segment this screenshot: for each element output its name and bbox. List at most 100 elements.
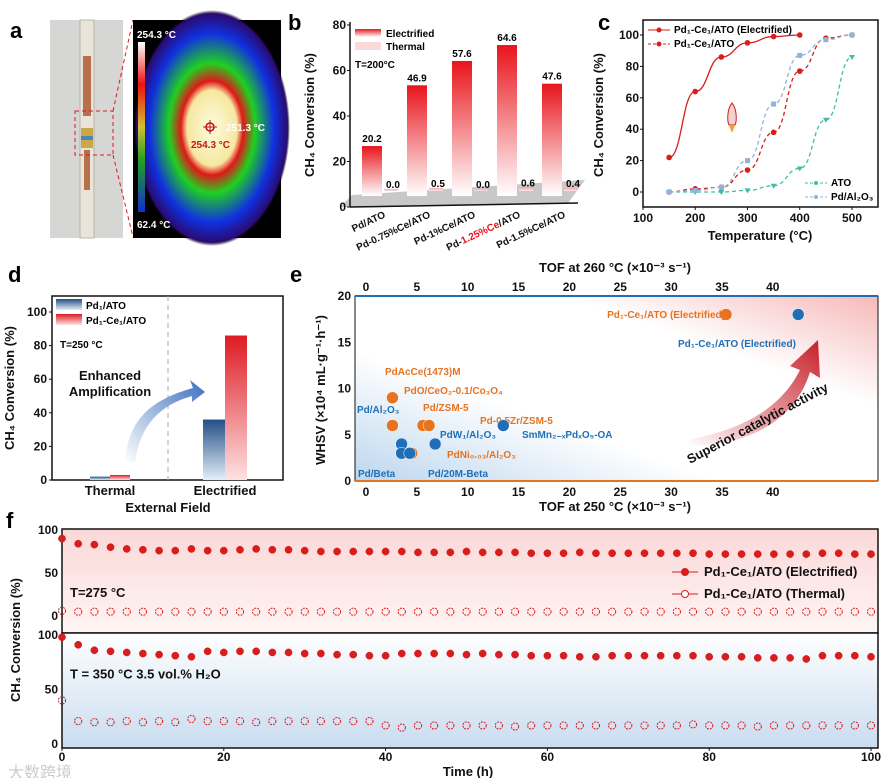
data-point-thermal <box>656 607 665 616</box>
data-point <box>497 419 510 432</box>
data-point <box>770 183 777 189</box>
data-point-thermal <box>786 607 795 616</box>
colorbar-min-label: 62.4 °C <box>137 220 170 231</box>
data-point-thermal <box>219 717 228 726</box>
data-point <box>422 419 436 432</box>
data-point-thermal <box>57 606 67 615</box>
data-point-electrified <box>802 550 811 558</box>
data-label-thermal: 0.0 <box>386 180 400 191</box>
panel-label-d: d <box>8 262 21 287</box>
data-point-electrified <box>155 546 163 555</box>
data-point-thermal <box>90 607 99 616</box>
data-point <box>386 391 399 404</box>
top-x-tick-label: 25 <box>614 280 628 294</box>
chart-f: 0 50 100 T=275 °C 0 50 100 T = 350 °C 3.5 vol.%… <box>8 523 881 778</box>
data-point-electrified <box>818 651 827 660</box>
data-point <box>797 52 803 58</box>
legend-swatch <box>56 314 82 325</box>
data-point-thermal <box>268 607 277 616</box>
data-point-thermal <box>802 721 811 730</box>
data-point-thermal <box>430 721 439 730</box>
data-point-thermal <box>300 607 309 616</box>
bottom-x-tick-label: 20 <box>563 485 577 499</box>
data-point-electrified <box>252 647 261 656</box>
data-point <box>796 68 803 74</box>
data-point-electrified <box>834 651 843 660</box>
data-point-thermal <box>753 722 762 731</box>
y-tick-label: 60 <box>34 372 48 386</box>
data-point-electrified <box>74 640 83 649</box>
data-point-electrified <box>171 651 180 660</box>
y-tick-label: 100 <box>38 628 58 642</box>
category-label-part: /ATO <box>497 210 523 230</box>
data-point-electrified <box>58 534 66 543</box>
data-point-electrified <box>203 647 212 656</box>
bar-electrified <box>497 45 517 196</box>
data-point-thermal <box>462 607 471 616</box>
data-point-electrified <box>300 546 309 555</box>
data-point-thermal <box>284 607 293 616</box>
data-point-thermal <box>252 607 261 616</box>
data-point-electrified <box>495 650 503 659</box>
data-point-electrified <box>705 550 714 558</box>
data-point <box>745 158 750 164</box>
y-tick-label: 20 <box>626 154 640 168</box>
data-point-electrified <box>770 550 778 558</box>
data-point-electrified <box>122 545 131 553</box>
data-point-electrified <box>608 651 616 660</box>
data-point-electrified <box>559 651 568 660</box>
data-point <box>666 189 672 195</box>
point-label: Pd/Al₂O₃ <box>357 405 400 416</box>
data-label-electrified: 47.6 <box>542 72 562 83</box>
data-point-electrified <box>559 549 568 558</box>
data-point-electrified <box>689 549 697 558</box>
data-point-thermal <box>575 607 584 616</box>
data-point-electrified <box>430 649 438 658</box>
data-point-thermal <box>203 607 212 616</box>
data-point-electrified <box>268 648 277 657</box>
data-point-thermal <box>591 721 601 730</box>
bar-thermal <box>384 189 398 191</box>
temperature-annotation: T=200°C <box>355 60 395 71</box>
data-point-thermal <box>494 607 503 616</box>
data-point-thermal <box>203 717 212 726</box>
data-point-electrified <box>139 545 147 554</box>
data-point-thermal <box>446 607 455 616</box>
data-point-electrified <box>317 649 325 658</box>
data-point-electrified <box>511 548 519 557</box>
data-point-thermal <box>850 607 859 616</box>
data-point-electrified <box>365 547 374 556</box>
legend-swatch <box>56 299 82 310</box>
y-axis-label: CH₄ Conversion (%) <box>591 53 606 177</box>
max-temperature: 254.3 °C <box>191 140 230 151</box>
point-label: PdNi₀.₀₃/Al₂O₃ <box>447 450 516 461</box>
data-label-thermal: 0.4 <box>566 179 580 190</box>
point-label: PdW₁/Al₂O₃ <box>440 430 496 441</box>
panel-a: 254.3 °C 62.4 °C 251.3 °C 254.3 °C <box>50 10 290 246</box>
legend-label: ATO <box>831 178 851 189</box>
x-axis-label: Temperature (°C) <box>708 228 813 243</box>
bottom-x-tick-label: 10 <box>461 485 475 499</box>
data-point-thermal <box>543 607 552 616</box>
data-point-thermal <box>672 721 681 730</box>
y-axis-label: CH₄ Conversion (%) <box>302 53 317 177</box>
data-point-electrified <box>155 650 163 659</box>
bar-thermal <box>564 188 578 191</box>
data-point-thermal <box>527 721 536 730</box>
data-point-electrified <box>527 651 536 660</box>
data-point-thermal <box>624 721 633 730</box>
data-point-thermal <box>543 721 552 730</box>
data-point-electrified <box>349 650 358 659</box>
data-point-thermal <box>624 607 633 616</box>
y-axis-label: CH₄ Conversion (%) <box>8 578 23 702</box>
data-point-electrified <box>236 545 244 554</box>
data-point-thermal <box>349 607 358 616</box>
data-point-thermal <box>769 607 779 616</box>
data-label-electrified: 20.2 <box>362 134 382 145</box>
top-x-tick-label: 10 <box>461 280 475 294</box>
data-point-thermal <box>122 607 131 616</box>
data-point-electrified <box>511 650 519 659</box>
data-point-electrified <box>624 549 633 558</box>
top-x-tick-label: 20 <box>563 280 577 294</box>
x-axis <box>349 202 579 208</box>
